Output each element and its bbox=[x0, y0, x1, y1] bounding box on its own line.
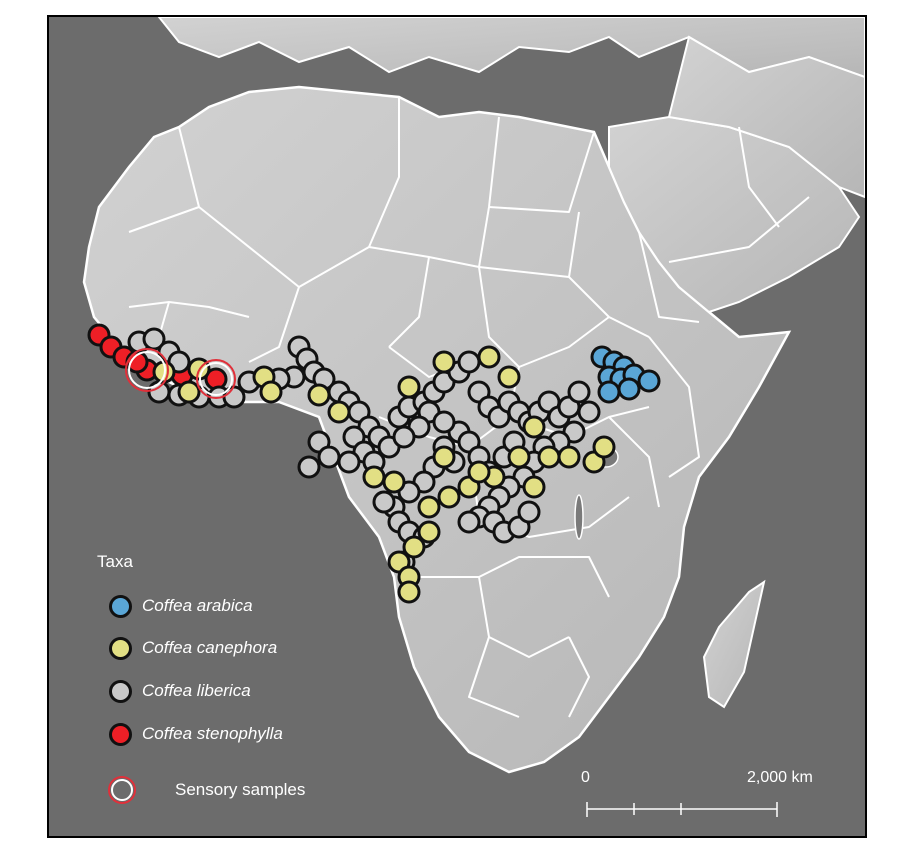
canephora-occurrence-point[interactable] bbox=[397, 375, 421, 399]
legend-label: Coffea stenophylla bbox=[142, 724, 283, 743]
canephora-occurrence-point[interactable] bbox=[522, 415, 546, 439]
sensory-ring-icon bbox=[108, 776, 136, 804]
africa-map[interactable] bbox=[49, 17, 865, 836]
canephora-occurrence-point[interactable] bbox=[437, 485, 461, 509]
liberica-occurrence-point[interactable] bbox=[517, 500, 541, 524]
lake-tanganyika bbox=[574, 494, 584, 540]
legend-label: Coffea liberica bbox=[142, 681, 251, 700]
madagascar-landmass bbox=[702, 579, 766, 709]
scale-bar bbox=[586, 802, 778, 817]
legend-item-sensory[interactable]: Sensory samples bbox=[107, 772, 305, 808]
arabica-swatch bbox=[109, 594, 132, 618]
liberica-occurrence-point[interactable] bbox=[317, 445, 341, 469]
canephora-occurrence-point[interactable] bbox=[467, 460, 491, 484]
canephora-occurrence-point[interactable] bbox=[432, 350, 456, 374]
liberica-occurrence-point[interactable] bbox=[567, 380, 591, 404]
liberica-occurrence-point[interactable] bbox=[577, 400, 601, 424]
liberica-occurrence-point[interactable] bbox=[432, 410, 456, 434]
canephora-occurrence-point[interactable] bbox=[477, 345, 501, 369]
liberica-swatch bbox=[109, 679, 132, 703]
canephora-occurrence-point[interactable] bbox=[537, 445, 561, 469]
canephora-swatch bbox=[109, 636, 132, 660]
liberica-occurrence-point[interactable] bbox=[297, 455, 321, 479]
arabica-occurrence-point[interactable] bbox=[637, 369, 661, 393]
asia-landmass bbox=[667, 35, 865, 199]
canephora-occurrence-point[interactable] bbox=[432, 445, 456, 469]
sensory-ring-1[interactable] bbox=[125, 348, 169, 392]
europe-landmass bbox=[157, 17, 865, 79]
liberica-occurrence-point[interactable] bbox=[457, 510, 481, 534]
canephora-occurrence-point[interactable] bbox=[259, 380, 283, 404]
canephora-occurrence-point[interactable] bbox=[402, 535, 426, 559]
canephora-occurrence-point[interactable] bbox=[592, 435, 616, 459]
legend-item-canephora[interactable]: Coffea canephora bbox=[109, 633, 277, 663]
scale-end-label: 2,000 km bbox=[747, 769, 813, 786]
legend-item-arabica[interactable]: Coffea arabica bbox=[109, 591, 253, 621]
canephora-occurrence-point[interactable] bbox=[522, 475, 546, 499]
canephora-occurrence-point[interactable] bbox=[557, 445, 581, 469]
arabica-occurrence-point[interactable] bbox=[617, 377, 641, 401]
legend-item-liberica[interactable]: Coffea liberica bbox=[109, 676, 251, 706]
canephora-occurrence-point[interactable] bbox=[362, 465, 386, 489]
legend-item-stenophylla[interactable]: Coffea stenophylla bbox=[109, 719, 283, 749]
canephora-occurrence-point[interactable] bbox=[497, 365, 521, 389]
map-frame: Taxa Coffea arabica Coffea canephora Cof… bbox=[47, 15, 867, 838]
occurrence-points[interactable] bbox=[87, 323, 661, 604]
canephora-occurrence-point[interactable] bbox=[177, 380, 201, 404]
legend-label: Coffea canephora bbox=[142, 638, 278, 657]
legend-label: Coffea arabica bbox=[142, 596, 253, 615]
canephora-occurrence-point[interactable] bbox=[307, 383, 331, 407]
sensory-ring-1-inner bbox=[128, 351, 166, 389]
legend-title: Taxa bbox=[97, 552, 133, 571]
arabica-occurrence-point[interactable] bbox=[597, 380, 621, 404]
liberica-occurrence-point[interactable] bbox=[392, 425, 416, 449]
scale-start-label: 0 bbox=[581, 769, 590, 786]
sensory-sample-rings bbox=[125, 348, 236, 399]
liberica-occurrence-point[interactable] bbox=[457, 350, 481, 374]
sensory-ring-2[interactable] bbox=[196, 359, 236, 399]
canephora-occurrence-point[interactable] bbox=[417, 495, 441, 519]
sensory-label: Sensory samples bbox=[175, 780, 306, 799]
liberica-occurrence-point[interactable] bbox=[372, 490, 396, 514]
canephora-occurrence-point[interactable] bbox=[507, 445, 531, 469]
canephora-occurrence-point[interactable] bbox=[397, 580, 421, 604]
stenophylla-swatch bbox=[109, 722, 132, 746]
liberica-occurrence-point[interactable] bbox=[142, 327, 166, 351]
canephora-occurrence-point[interactable] bbox=[417, 520, 441, 544]
liberica-occurrence-point[interactable] bbox=[337, 450, 361, 474]
sensory-ring-2-inner bbox=[199, 362, 233, 396]
liberica-occurrence-point[interactable] bbox=[147, 380, 171, 404]
canephora-occurrence-point[interactable] bbox=[382, 470, 406, 494]
country-borders bbox=[128, 97, 810, 718]
canephora-occurrence-point[interactable] bbox=[327, 400, 351, 424]
